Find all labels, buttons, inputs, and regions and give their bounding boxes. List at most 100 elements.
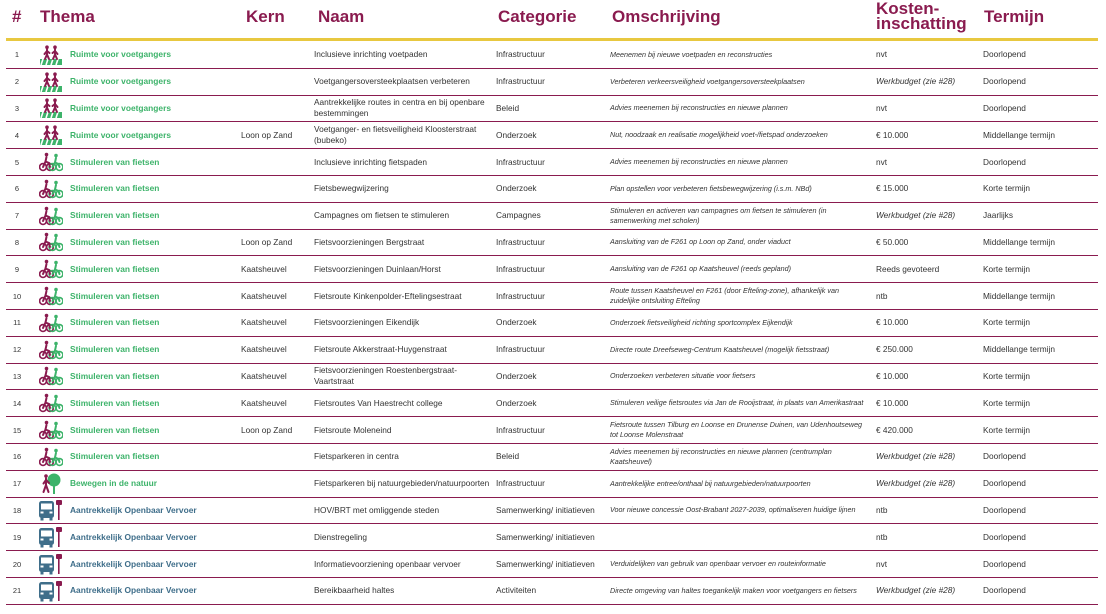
table-row: 2 Ruimte voor voetgangers Voetgangersovers… (6, 69, 1098, 96)
row-kosten: Reeds gevoteerd (876, 263, 940, 274)
row-number: 5 (14, 157, 20, 167)
nature-walker-icon (38, 471, 64, 497)
row-thema: Stimuleren van fietsen (70, 210, 160, 221)
row-thema: Stimuleren van fietsen (70, 183, 160, 194)
row-kosten: € 50.000 (876, 236, 909, 247)
row-kern: Kaatsheuvel (241, 397, 287, 408)
row-termijn: Korte termijn (983, 263, 1031, 274)
row-naam: Bereikbaarheid haltes (314, 585, 395, 596)
row-thema: Stimuleren van fietsen (70, 344, 160, 355)
row-categorie: Onderzoek (496, 129, 537, 140)
row-kern: Kaatsheuvel (241, 290, 287, 301)
row-omschrijving: Advies meenemen bij reconstructies en ni… (610, 103, 788, 113)
cyclists-icon (38, 283, 64, 309)
row-termijn: Doorlopend (983, 76, 1026, 87)
row-kosten: Werkbudget (zie #28) (876, 210, 956, 221)
row-kern (241, 176, 313, 202)
row-termijn: Doorlopend (983, 156, 1026, 167)
row-categorie: Infrastructuur (496, 290, 545, 301)
row-categorie: Infrastructuur (496, 263, 545, 274)
header-thema: Thema (40, 7, 95, 26)
table-row: 12 Stimuleren van fietsen Kaatsheuvel Fiets… (6, 337, 1098, 364)
row-naam: Fietsvoorzieningen Roestenbergstraat-Vaa… (314, 365, 457, 387)
header-kosten-line1: Kosten- (876, 0, 940, 18)
row-kern (241, 42, 313, 68)
table-row: 8 Stimuleren van fietsen Loon op Zand Fiets… (6, 230, 1098, 257)
row-kern (241, 498, 313, 524)
cyclists-icon (38, 310, 64, 336)
row-termijn: Middellange termijn (983, 344, 1055, 355)
pedestrians-icon (38, 96, 64, 122)
row-naam: Voetgangersoversteekplaatsen verbeteren (314, 76, 470, 87)
row-naam: Fietsroute Kinkenpolder-Eftelingsestraat (314, 290, 462, 301)
row-number: 20 (12, 559, 22, 569)
header-categorie: Categorie (498, 7, 577, 26)
row-termijn: Doorlopend (983, 478, 1026, 489)
table-row: 5 Stimuleren van fietsen Inclusieve inrich… (6, 149, 1098, 176)
row-kern (241, 444, 313, 470)
row-number: 16 (12, 452, 22, 462)
row-kern (241, 578, 313, 604)
row-kosten: ntb (876, 504, 888, 515)
row-number: 13 (12, 371, 22, 381)
row-omschrijving: Plan opstellen voor verbeteren fietsbewe… (610, 183, 812, 193)
row-omschrijving: Onderzoeken verbeteren situatie voor fie… (610, 371, 756, 381)
cyclists-icon (38, 230, 64, 256)
row-kosten: nvt (876, 156, 888, 167)
row-number: 9 (14, 264, 20, 274)
row-kosten: Werkbudget (zie #28) (876, 585, 956, 596)
row-omschrijving: Aantrekkelijke entree/onthaal bij natuur… (610, 478, 811, 488)
row-thema: Stimuleren van fietsen (70, 236, 160, 247)
table-row: 19 Aantrekkelijk Openbaar Vervoer Dienstre… (6, 524, 1098, 552)
row-kosten: € 10.000 (876, 370, 909, 381)
row-kern: Kaatsheuvel (241, 317, 287, 328)
row-kern (241, 551, 313, 577)
row-number: 6 (14, 184, 20, 194)
row-thema: Stimuleren van fietsen (70, 370, 160, 381)
cyclists-icon (38, 337, 64, 363)
row-termijn: Korte termijn (983, 370, 1031, 381)
row-naam: Fietsroute Akkerstraat-Huygenstraat (314, 344, 447, 355)
row-categorie: Infrastructuur (496, 156, 545, 167)
table-row: 18 Aantrekkelijk Openbaar Vervoer HOV/BRT … (6, 498, 1098, 525)
row-kosten: € 15.000 (876, 183, 909, 194)
row-omschrijving: Verduidelijken van gebruik van openbaar … (610, 559, 826, 569)
row-kern (241, 69, 313, 95)
table-row: 21 Aantrekkelijk Openbaar Vervoer Bereikba… (6, 578, 1098, 605)
row-thema: Aantrekkelijk Openbaar Vervoer (70, 585, 197, 596)
row-kern (241, 203, 313, 229)
row-thema: Stimuleren van fietsen (70, 156, 160, 167)
row-kosten: € 10.000 (876, 397, 909, 408)
bus-icon (38, 578, 64, 604)
row-thema: Stimuleren van fietsen (70, 424, 160, 435)
row-omschrijving: Fietsroute tussen Tilburg en Loonse en D… (610, 420, 863, 440)
row-naam: Inclusieve inrichting fietspaden (314, 156, 427, 167)
row-categorie: Activiteiten (496, 585, 537, 596)
table-row: 3 Ruimte voor voetgangers Aantrekkelijke r… (6, 96, 1098, 123)
cyclists-icon (38, 176, 64, 202)
row-number: 12 (12, 345, 22, 355)
bus-icon (38, 551, 64, 577)
cyclists-icon (38, 390, 64, 416)
cyclists-icon (38, 149, 64, 175)
row-omschrijving: Route tussen Kaatsheuvel en F261 (door E… (610, 286, 839, 306)
row-categorie: Infrastructuur (496, 76, 545, 87)
row-categorie: Onderzoek (496, 183, 537, 194)
table-row: 13 Stimuleren van fietsen Kaatsheuvel Fiets… (6, 364, 1098, 391)
row-kosten: nvt (876, 102, 888, 113)
row-naam: Voetganger- en fietsveiligheid Kloosters… (314, 124, 477, 146)
row-categorie: Infrastructuur (496, 478, 545, 489)
row-thema: Ruimte voor voetgangers (70, 102, 171, 113)
row-kosten: € 10.000 (876, 317, 909, 328)
row-omschrijving: Nut, noodzaak en realisatie mogelijkheid… (610, 130, 828, 140)
row-termijn: Doorlopend (983, 504, 1026, 515)
row-naam: Fietsparkeren bij natuurgebieden/natuurp… (314, 478, 490, 489)
row-categorie: Onderzoek (496, 317, 537, 328)
row-number: 21 (12, 586, 22, 596)
pedestrians-icon (38, 69, 64, 95)
cyclists-icon (38, 256, 64, 282)
row-categorie: Beleid (496, 451, 520, 462)
row-kern: Loon op Zand (241, 236, 293, 247)
row-termijn: Middellange termijn (983, 290, 1055, 301)
